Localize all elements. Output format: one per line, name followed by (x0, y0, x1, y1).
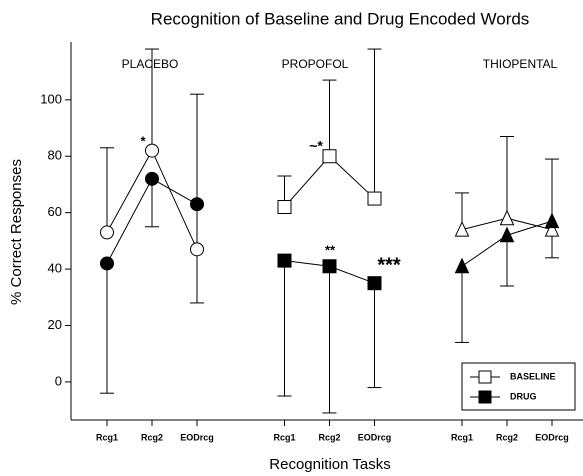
data-point (145, 171, 159, 186)
data-point (100, 225, 114, 240)
group-label: PROPOFOL (282, 57, 349, 71)
data-point (322, 259, 337, 274)
legend-label: DRUG (510, 391, 537, 401)
x-tick-label: EODrcg (180, 432, 214, 442)
legend-marker (478, 370, 492, 384)
annotation: * (145, 172, 151, 187)
data-point (277, 200, 292, 215)
y-tick-label: 80 (48, 148, 62, 163)
y-tick-label: 100 (40, 91, 62, 106)
annotation: *** (377, 254, 401, 276)
data-point (190, 242, 204, 257)
annotation: ~* (309, 138, 323, 154)
data-point (145, 143, 159, 158)
x-tick-label: Rcg1 (96, 432, 118, 442)
y-tick-label: 40 (48, 261, 62, 276)
x-tick-label: Rcg1 (451, 432, 473, 442)
data-point (454, 220, 470, 237)
y-axis-label: % Correct Responses (8, 159, 25, 305)
data-point (499, 209, 515, 226)
x-tick-label: Rcg1 (273, 432, 295, 442)
x-tick-label: Rcg2 (496, 432, 518, 442)
group-label: PLACEBO (122, 57, 179, 71)
legend-marker (478, 390, 492, 404)
data-point (100, 256, 114, 271)
data-point (544, 212, 560, 229)
data-point (277, 253, 292, 268)
data-point (367, 276, 382, 291)
x-tick-label: EODrcg (535, 432, 569, 442)
y-tick-label: 0 (55, 373, 62, 388)
chart-title: Recognition of Baseline and Drug Encoded… (151, 9, 530, 28)
data-point (454, 257, 470, 274)
y-tick-label: 20 (48, 317, 62, 332)
data-point (367, 191, 382, 206)
x-tick-label: Rcg2 (141, 432, 163, 442)
x-axis-label: Recognition Tasks (269, 456, 390, 473)
data-point (322, 149, 337, 164)
x-tick-label: EODrcg (358, 432, 392, 442)
legend-label: BASELINE (510, 371, 556, 381)
data-point (499, 226, 515, 243)
series-line (284, 155, 375, 208)
x-tick-label: Rcg2 (318, 432, 340, 442)
annotation: ** (325, 242, 336, 257)
annotation: * (140, 133, 146, 148)
y-tick-label: 60 (48, 204, 62, 219)
data-point (190, 197, 204, 212)
data-point (544, 220, 560, 237)
group-label: THIOPENTAL (483, 57, 558, 71)
